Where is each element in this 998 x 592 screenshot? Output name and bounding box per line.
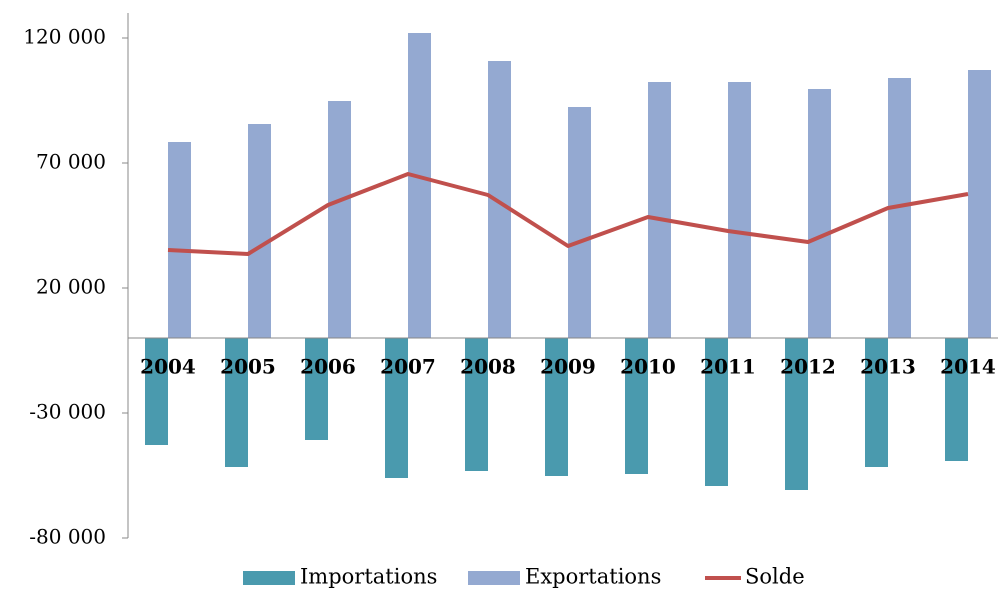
bar <box>248 124 271 338</box>
x-tick-label: 2011 <box>700 355 756 379</box>
bar <box>705 338 728 486</box>
y-tick-label: 120 000 <box>23 25 106 49</box>
bar <box>488 61 511 338</box>
x-tick-label: 2010 <box>620 355 676 379</box>
legend-label: Solde <box>745 565 805 589</box>
bar <box>945 338 968 461</box>
bar <box>305 338 328 440</box>
x-tick-label: 2007 <box>380 355 436 379</box>
x-tick-label: 2004 <box>140 355 196 379</box>
bar <box>225 338 248 467</box>
x-tick-label: 2013 <box>860 355 916 379</box>
x-tick-label: 2008 <box>460 355 516 379</box>
bar <box>865 338 888 467</box>
bar <box>328 101 351 338</box>
y-tick-label: 70 000 <box>36 150 106 174</box>
bar <box>648 82 671 338</box>
bar <box>545 338 568 476</box>
x-tick-label: 2014 <box>940 355 996 379</box>
bar <box>968 70 991 338</box>
bar <box>785 338 808 490</box>
bar <box>168 142 191 338</box>
bar <box>728 82 751 338</box>
y-tick-label: -80 000 <box>29 525 106 549</box>
bar <box>145 338 168 445</box>
x-tick-label: 2009 <box>540 355 596 379</box>
line-series <box>167 172 969 256</box>
bar <box>808 89 831 338</box>
legend-label: Exportations <box>525 565 661 589</box>
y-tick-label: 20 000 <box>36 275 106 299</box>
legend-label: Importations <box>300 565 437 589</box>
x-tick-label: 2012 <box>780 355 836 379</box>
legend-swatch <box>243 571 295 585</box>
x-tick-label: 2006 <box>300 355 356 379</box>
y-tick-label: -30 000 <box>29 400 106 424</box>
bar <box>408 33 431 338</box>
bar <box>625 338 648 474</box>
bar <box>568 107 591 338</box>
bar <box>385 338 408 478</box>
legend-swatch <box>468 571 520 585</box>
bar <box>465 338 488 471</box>
x-tick-label: 2005 <box>220 355 276 379</box>
